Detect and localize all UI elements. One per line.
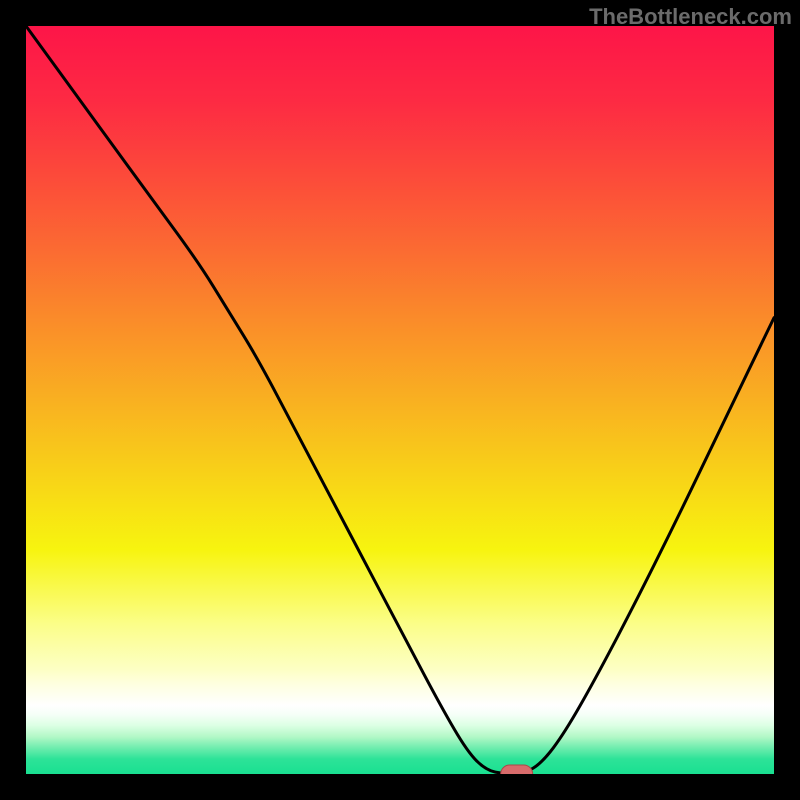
chart-frame: TheBottleneck.com xyxy=(0,0,800,800)
gradient-background xyxy=(26,26,774,774)
bottleneck-chart xyxy=(0,0,800,800)
watermark-text: TheBottleneck.com xyxy=(589,4,792,30)
